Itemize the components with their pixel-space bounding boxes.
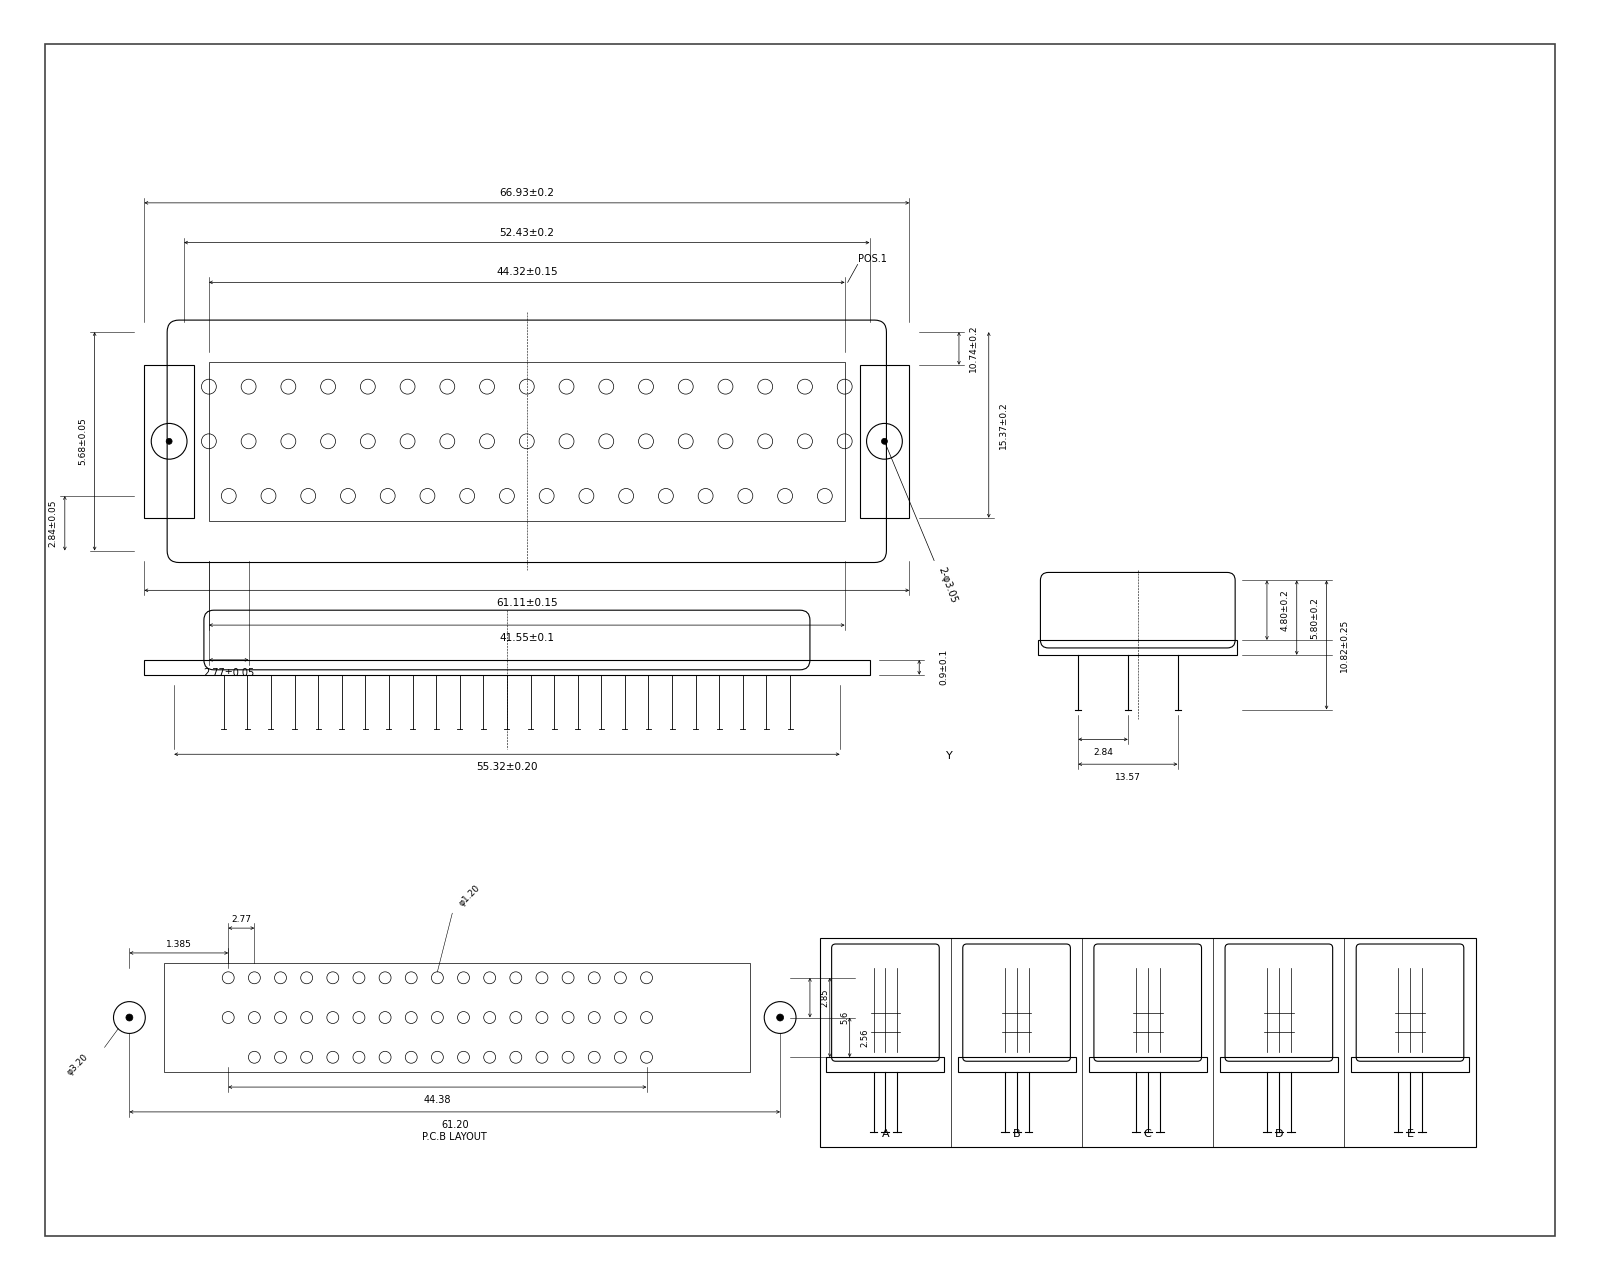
Text: 10.82±0.25: 10.82±0.25: [1339, 618, 1349, 672]
Text: 13.57: 13.57: [1115, 773, 1141, 782]
Text: 1.385: 1.385: [166, 940, 192, 948]
Text: 2.84±0.05: 2.84±0.05: [48, 499, 58, 547]
Text: 44.32±0.15: 44.32±0.15: [496, 268, 558, 278]
Text: 2.84: 2.84: [1093, 749, 1114, 758]
Circle shape: [776, 1014, 784, 1021]
Circle shape: [166, 438, 173, 444]
Text: 4.80±0.2: 4.80±0.2: [1280, 589, 1290, 631]
Text: 52.43±0.2: 52.43±0.2: [499, 228, 554, 238]
Text: B: B: [1013, 1129, 1021, 1139]
Text: φ1.20: φ1.20: [458, 883, 482, 909]
Text: 2.56: 2.56: [861, 1028, 869, 1047]
Bar: [165, 963, 750, 1073]
Bar: [144, 660, 869, 675]
Text: 2.77: 2.77: [232, 915, 251, 924]
Text: φ3.20: φ3.20: [66, 1052, 90, 1076]
Text: 5.68±0.05: 5.68±0.05: [78, 417, 88, 465]
Text: 61.20: 61.20: [442, 1120, 469, 1130]
Text: 2-φ3.05: 2-φ3.05: [936, 566, 958, 604]
Text: E: E: [1406, 1129, 1413, 1139]
Text: A: A: [882, 1129, 890, 1139]
Circle shape: [882, 438, 888, 444]
Text: 0.9±0.1: 0.9±0.1: [939, 649, 949, 686]
Text: D: D: [1275, 1129, 1283, 1139]
Text: 61.11±0.15: 61.11±0.15: [496, 598, 558, 608]
Text: Y: Y: [946, 751, 952, 762]
Circle shape: [126, 1014, 133, 1021]
Bar: [1350, 1057, 1469, 1073]
Bar: [827, 1057, 944, 1073]
Text: 5.6: 5.6: [840, 1011, 850, 1024]
Text: 55.32±0.20: 55.32±0.20: [477, 762, 538, 772]
Text: 5.80±0.2: 5.80±0.2: [1310, 596, 1318, 639]
Text: 10.74±0.2: 10.74±0.2: [970, 325, 978, 372]
Bar: [957, 1057, 1075, 1073]
Text: 2.77±0.05: 2.77±0.05: [203, 668, 254, 677]
Bar: [859, 365, 909, 518]
Text: 15.37±0.2: 15.37±0.2: [998, 401, 1008, 449]
Text: C: C: [1144, 1129, 1152, 1139]
Bar: [144, 365, 194, 518]
Bar: [819, 938, 1475, 1147]
Text: 2.85: 2.85: [821, 988, 829, 1007]
Text: POS.1: POS.1: [858, 255, 886, 265]
Bar: [1088, 1057, 1206, 1073]
Text: 44.38: 44.38: [424, 1094, 451, 1105]
Bar: [1038, 640, 1237, 655]
Bar: [1219, 1057, 1338, 1073]
Bar: [210, 362, 845, 521]
Text: 41.55±0.1: 41.55±0.1: [499, 634, 554, 643]
Text: 66.93±0.2: 66.93±0.2: [499, 188, 554, 198]
Text: P.C.B LAYOUT: P.C.B LAYOUT: [422, 1132, 486, 1142]
